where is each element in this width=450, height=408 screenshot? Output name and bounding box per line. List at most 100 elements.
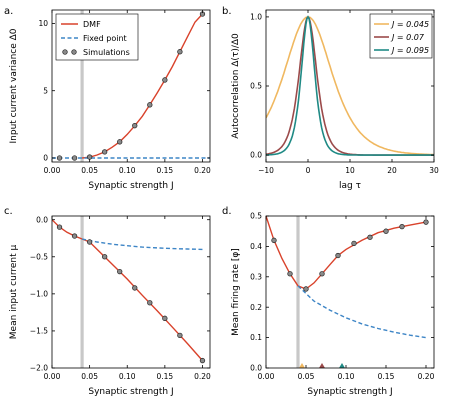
simulation-point	[117, 139, 123, 145]
y-tick-label: 0.0	[36, 215, 48, 224]
x-axis-label: Synaptic strength J	[307, 387, 392, 397]
simulation-point	[271, 237, 277, 243]
y-tick-label: 0.1	[250, 333, 262, 342]
x-tick-label: 0.05	[81, 372, 98, 381]
x-tick-label: 0.05	[81, 166, 98, 175]
fixed-point-line	[297, 285, 427, 339]
j-value-marker	[299, 363, 305, 368]
plot-area	[266, 216, 429, 368]
autocorrelation-curve	[266, 16, 434, 156]
x-tick-label: 0.15	[378, 372, 395, 381]
x-tick-label: 0.05	[298, 372, 315, 381]
legend-label-dmf: DMF	[83, 20, 101, 29]
dmf-line	[52, 219, 204, 362]
simulation-point	[71, 155, 78, 161]
legend-sims-swatch	[71, 49, 77, 55]
simulation-point	[147, 102, 153, 108]
legend-label: J = 0.07	[390, 33, 425, 42]
x-axis-label: lag τ	[339, 181, 361, 191]
x-tick-label: 0.15	[157, 372, 174, 381]
autocorrelation-curve	[266, 15, 434, 156]
plot-area	[52, 216, 206, 368]
y-tick-label: 0.5	[250, 212, 262, 221]
x-tick-label: 0.00	[44, 372, 61, 381]
x-tick-label: 20	[387, 166, 397, 175]
simulation-point	[177, 49, 183, 55]
dmf-line	[82, 13, 204, 159]
legend-label: J = 0.045	[390, 20, 429, 29]
x-tick-label: 0.10	[119, 372, 136, 381]
x-tick-label: 0.00	[44, 166, 61, 175]
legend-label: J = 0.095	[390, 46, 429, 55]
simulation-point	[199, 357, 206, 364]
y-tick-label: −1.0	[30, 289, 48, 298]
j-value-marker	[339, 363, 345, 368]
simulation-point	[162, 315, 168, 321]
panel-d: 0.00 0.05 0.10 0.15 0.20 0.0 0.1 0.2 0.3 0.4 0.5 Sy…	[231, 212, 435, 397]
simulation-point	[86, 239, 93, 245]
legend-box	[55, 13, 139, 61]
y-tick-label: −0.5	[30, 252, 48, 261]
simulation-point	[132, 285, 138, 291]
x-axis-label: Synaptic strength J	[88, 387, 173, 397]
simulation-point	[177, 332, 183, 339]
simulation-point	[71, 233, 78, 239]
x-tick-label: −10	[258, 166, 274, 175]
x-tick-label: 0.15	[157, 166, 174, 175]
simulation-point	[423, 219, 429, 225]
y-tick-label: −1.5	[30, 327, 48, 336]
y-tick-label: 0	[43, 154, 48, 163]
y-tick-label: 1.0	[250, 13, 262, 22]
simulation-point	[367, 234, 373, 240]
x-tick-label: 0.10	[119, 166, 136, 175]
j-value-marker	[319, 363, 325, 368]
panel-a: 0.00 0.05 0.10 0.15 0.20 0 5 10 Synaptic strengt…	[9, 9, 211, 191]
panel-c: 0.00 0.05 0.10 0.15 0.20 0.0 −0.5 −1.0 −1.5 −2.0 S…	[9, 215, 211, 397]
panel-label-a: a.	[4, 6, 13, 17]
panel-label-d: d.	[222, 206, 232, 217]
x-tick-label: 0.00	[258, 372, 275, 381]
y-axis-label: Input current variance Δ0	[9, 28, 19, 143]
x-tick-label: 0	[306, 166, 311, 175]
simulation-point	[56, 155, 63, 161]
simulation-point	[287, 271, 293, 277]
y-axis-label: Mean firing rate [φ]	[231, 248, 241, 336]
simulation-point	[86, 154, 93, 160]
y-tick-label: 0.0	[250, 151, 262, 160]
x-tick-label: 0.20	[418, 372, 435, 381]
simulation-point	[102, 254, 108, 260]
simulation-point	[132, 123, 138, 129]
simulation-point	[335, 252, 341, 259]
legend-sims-swatch	[62, 49, 68, 55]
y-tick-label: 0.5	[250, 82, 262, 91]
x-axis-label: Synaptic strength J	[88, 181, 173, 191]
simulation-point	[399, 223, 405, 230]
y-tick-label: −2.0	[30, 364, 48, 373]
simulation-point	[383, 228, 389, 234]
y-tick-label: 5	[43, 86, 48, 95]
y-tick-label: 10	[38, 19, 48, 28]
x-tick-label: 30	[429, 166, 439, 175]
panel-b: −10 0 10 20 30 0.0 0.5 1.0 lag τ Autocorrelation …	[231, 9, 439, 191]
simulation-point	[351, 240, 357, 247]
x-tick-label: 10	[345, 166, 355, 175]
plot-area	[266, 15, 434, 156]
simulation-point	[102, 149, 108, 155]
simulation-point	[162, 77, 168, 83]
simulation-point	[117, 268, 123, 275]
x-tick-label: 0.20	[194, 166, 211, 175]
panel-label-c: c.	[4, 206, 13, 217]
legend-label-sims: Simulations	[83, 48, 130, 57]
plot-frame	[265, 215, 435, 369]
y-tick-label: 0.0	[250, 364, 262, 373]
y-tick-label: 0.2	[250, 303, 262, 312]
plot-frame	[51, 9, 211, 163]
legend-label-fixed: Fixed point	[83, 34, 127, 43]
y-tick-label: 0.3	[250, 272, 262, 281]
y-tick-label: 0.4	[250, 242, 262, 251]
plot-frame	[51, 215, 211, 369]
simulation-point	[147, 300, 153, 306]
plot-area	[52, 10, 210, 162]
fixed-point-line	[81, 238, 203, 251]
